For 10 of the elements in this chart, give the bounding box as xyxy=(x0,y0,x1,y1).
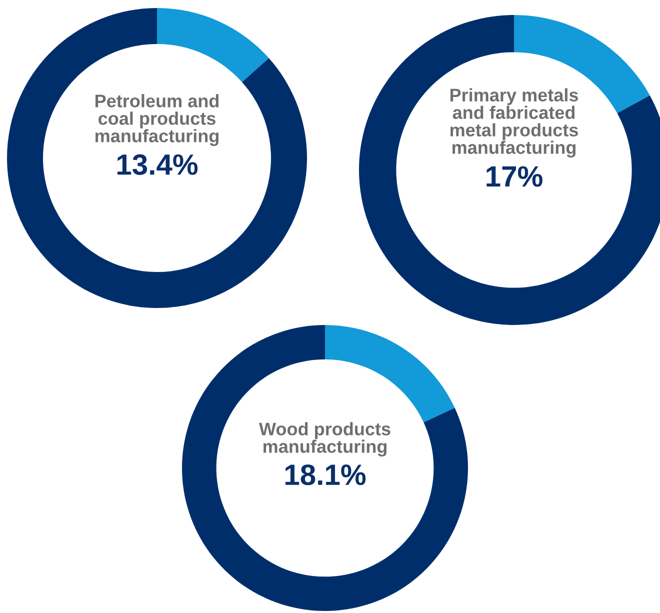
text: Primary metals and fabricated metal products manufacturing xyxy=(450,88,578,158)
donut-slice xyxy=(325,325,455,422)
text: 17% xyxy=(486,166,542,187)
donut-slice xyxy=(7,8,307,308)
text: 13.4% xyxy=(117,154,198,175)
text: Wood products manufacturing xyxy=(258,422,390,457)
text: Petroleum and coal products manufacturing xyxy=(96,94,219,146)
donut-slice xyxy=(157,8,269,82)
text: 18.1% xyxy=(285,464,366,486)
donut-slice xyxy=(182,325,468,611)
